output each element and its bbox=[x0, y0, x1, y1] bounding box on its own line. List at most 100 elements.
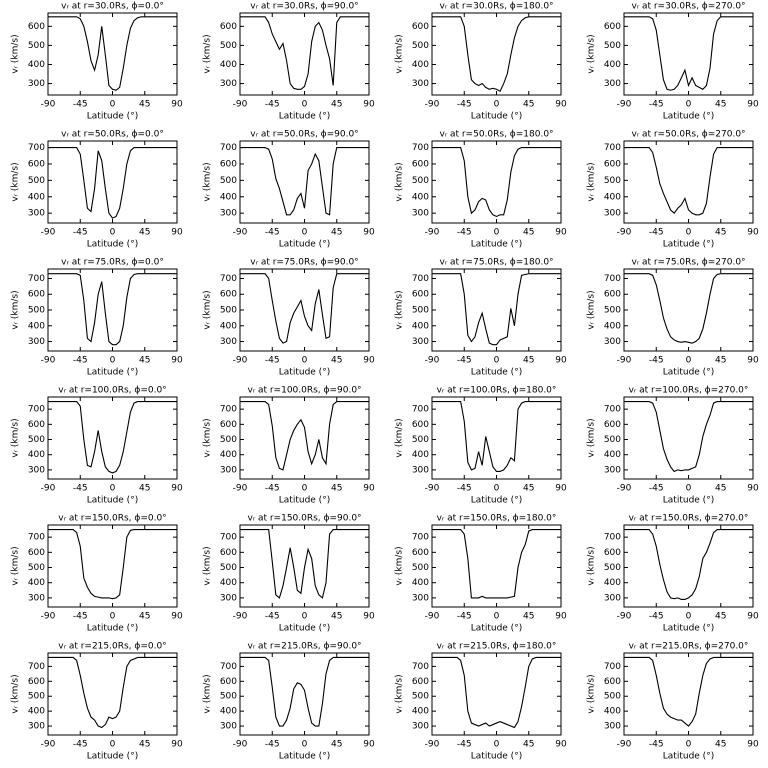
y-tick-label: 600 bbox=[220, 22, 237, 32]
x-tick-label: 90 bbox=[555, 612, 567, 622]
y-tick-label: 500 bbox=[28, 176, 45, 186]
y-tick-label: 400 bbox=[28, 450, 45, 460]
x-axis-label: Latitude (°) bbox=[471, 240, 522, 250]
x-axis-label: Latitude (°) bbox=[663, 496, 714, 506]
y-tick-label: 600 bbox=[28, 159, 45, 169]
y-tick-label: 400 bbox=[412, 450, 429, 460]
x-tick-label: 90 bbox=[747, 740, 759, 750]
plot-frame bbox=[623, 652, 754, 736]
y-tick-label: 700 bbox=[412, 143, 429, 153]
y-tick-label: 500 bbox=[412, 306, 429, 316]
y-tick-label: 700 bbox=[28, 662, 45, 672]
y-tick-label: 600 bbox=[28, 677, 45, 687]
plot-frame bbox=[239, 140, 370, 224]
x-axis-label: Latitude (°) bbox=[87, 240, 138, 250]
panel-title: vᵣ at r=215.0Rs, ϕ=90.0° bbox=[247, 642, 361, 652]
y-tick-label: 300 bbox=[28, 465, 45, 475]
x-tick-label: 90 bbox=[171, 356, 183, 366]
y-tick-label: 600 bbox=[28, 548, 45, 558]
y-tick-label: 300 bbox=[28, 79, 45, 89]
panel-title: vᵣ at r=150.0Rs, ϕ=180.0° bbox=[437, 514, 557, 524]
y-axis-label: vᵣ (km/s) bbox=[11, 34, 21, 73]
y-tick-label: 400 bbox=[28, 321, 45, 331]
x-tick-label: 90 bbox=[555, 356, 567, 366]
x-tick-label: -90 bbox=[233, 356, 248, 366]
x-axis-label: Latitude (°) bbox=[663, 752, 714, 762]
y-tick-label: 700 bbox=[412, 274, 429, 284]
x-tick-label: -45 bbox=[457, 612, 472, 622]
x-axis-label: Latitude (°) bbox=[279, 368, 330, 378]
panel: vᵣ at r=100.0Rs, ϕ=90.0° -90 -45 0 45 90 300 40… bbox=[203, 386, 375, 506]
y-tick-label: 700 bbox=[604, 662, 621, 672]
y-tick-label: 500 bbox=[28, 306, 45, 316]
plot-frame bbox=[623, 268, 754, 352]
y-tick-label: 500 bbox=[220, 563, 237, 573]
y-tick-label: 700 bbox=[220, 662, 237, 672]
y-tick-label: 300 bbox=[28, 209, 45, 219]
data-line bbox=[240, 16, 369, 90]
x-axis-label: Latitude (°) bbox=[663, 240, 714, 250]
x-tick-label: 0 bbox=[494, 356, 500, 366]
panel: vᵣ at r=75.0Rs, ϕ=270.0° -90 -45 0 45 90 300 40… bbox=[587, 258, 759, 378]
y-tick-label: 400 bbox=[604, 192, 621, 202]
y-axis-label: vᵣ (km/s) bbox=[587, 674, 597, 713]
data-line bbox=[240, 273, 369, 344]
y-tick-label: 600 bbox=[604, 548, 621, 558]
y-axis-label: vᵣ (km/s) bbox=[11, 162, 21, 201]
y-tick-label: 300 bbox=[604, 209, 621, 219]
x-tick-label: -45 bbox=[649, 100, 664, 110]
x-tick-label: -45 bbox=[457, 484, 472, 494]
x-tick-label: -45 bbox=[265, 356, 280, 366]
x-tick-label: 90 bbox=[747, 100, 759, 110]
plot-frame bbox=[623, 524, 754, 608]
x-tick-label: -90 bbox=[41, 228, 56, 238]
y-tick-label: 400 bbox=[412, 578, 429, 588]
x-tick-label: 90 bbox=[555, 100, 567, 110]
x-tick-label: 90 bbox=[555, 484, 567, 494]
x-axis-label: Latitude (°) bbox=[471, 112, 522, 122]
plot-frame bbox=[431, 524, 562, 608]
data-line bbox=[48, 147, 177, 219]
y-tick-label: 700 bbox=[28, 274, 45, 284]
y-axis-label: vᵣ (km/s) bbox=[11, 674, 21, 713]
x-axis-label: Latitude (°) bbox=[87, 496, 138, 506]
y-tick-label: 300 bbox=[220, 209, 237, 219]
data-line bbox=[48, 529, 177, 600]
x-axis-label: Latitude (°) bbox=[663, 112, 714, 122]
panel-title: vᵣ at r=30.0Rs, ϕ=0.0° bbox=[61, 2, 164, 12]
panel: vᵣ at r=100.0Rs, ϕ=0.0° -90 -45 0 45 90 300 400… bbox=[11, 386, 183, 506]
y-axis-label: vᵣ (km/s) bbox=[395, 162, 405, 201]
y-tick-label: 700 bbox=[412, 405, 429, 415]
x-tick-label: 45 bbox=[331, 484, 342, 494]
x-tick-label: 0 bbox=[302, 228, 308, 238]
panel-title: vᵣ at r=100.0Rs, ϕ=270.0° bbox=[629, 386, 749, 396]
y-axis-label: vᵣ (km/s) bbox=[11, 290, 21, 329]
x-tick-label: 0 bbox=[302, 356, 308, 366]
y-tick-label: 300 bbox=[604, 337, 621, 347]
x-tick-label: 45 bbox=[715, 356, 726, 366]
x-tick-label: 0 bbox=[110, 228, 116, 238]
y-axis-label: vᵣ (km/s) bbox=[395, 418, 405, 457]
y-axis-label: vᵣ (km/s) bbox=[203, 674, 213, 713]
panel: vᵣ at r=150.0Rs, ϕ=0.0° -90 -45 0 45 90 300 400… bbox=[11, 514, 183, 634]
y-axis-label: vᵣ (km/s) bbox=[203, 418, 213, 457]
panel: vᵣ at r=50.0Rs, ϕ=90.0° -90 -45 0 45 90 300 400… bbox=[203, 130, 375, 250]
x-tick-label: 45 bbox=[139, 356, 150, 366]
x-tick-label: 0 bbox=[110, 100, 116, 110]
y-tick-label: 700 bbox=[604, 143, 621, 153]
y-tick-label: 600 bbox=[220, 677, 237, 687]
plot-frame bbox=[239, 12, 370, 96]
y-tick-label: 500 bbox=[412, 41, 429, 51]
x-tick-label: 0 bbox=[494, 228, 500, 238]
panel-title: vᵣ at r=100.0Rs, ϕ=90.0° bbox=[247, 386, 361, 396]
x-tick-label: 90 bbox=[363, 740, 375, 750]
x-tick-label: 0 bbox=[686, 100, 692, 110]
x-tick-label: 90 bbox=[171, 740, 183, 750]
y-tick-label: 400 bbox=[220, 578, 237, 588]
x-tick-label: -45 bbox=[649, 740, 664, 750]
y-tick-label: 600 bbox=[412, 677, 429, 687]
x-tick-label: 45 bbox=[139, 740, 150, 750]
y-tick-label: 500 bbox=[412, 176, 429, 186]
x-tick-label: 90 bbox=[555, 740, 567, 750]
